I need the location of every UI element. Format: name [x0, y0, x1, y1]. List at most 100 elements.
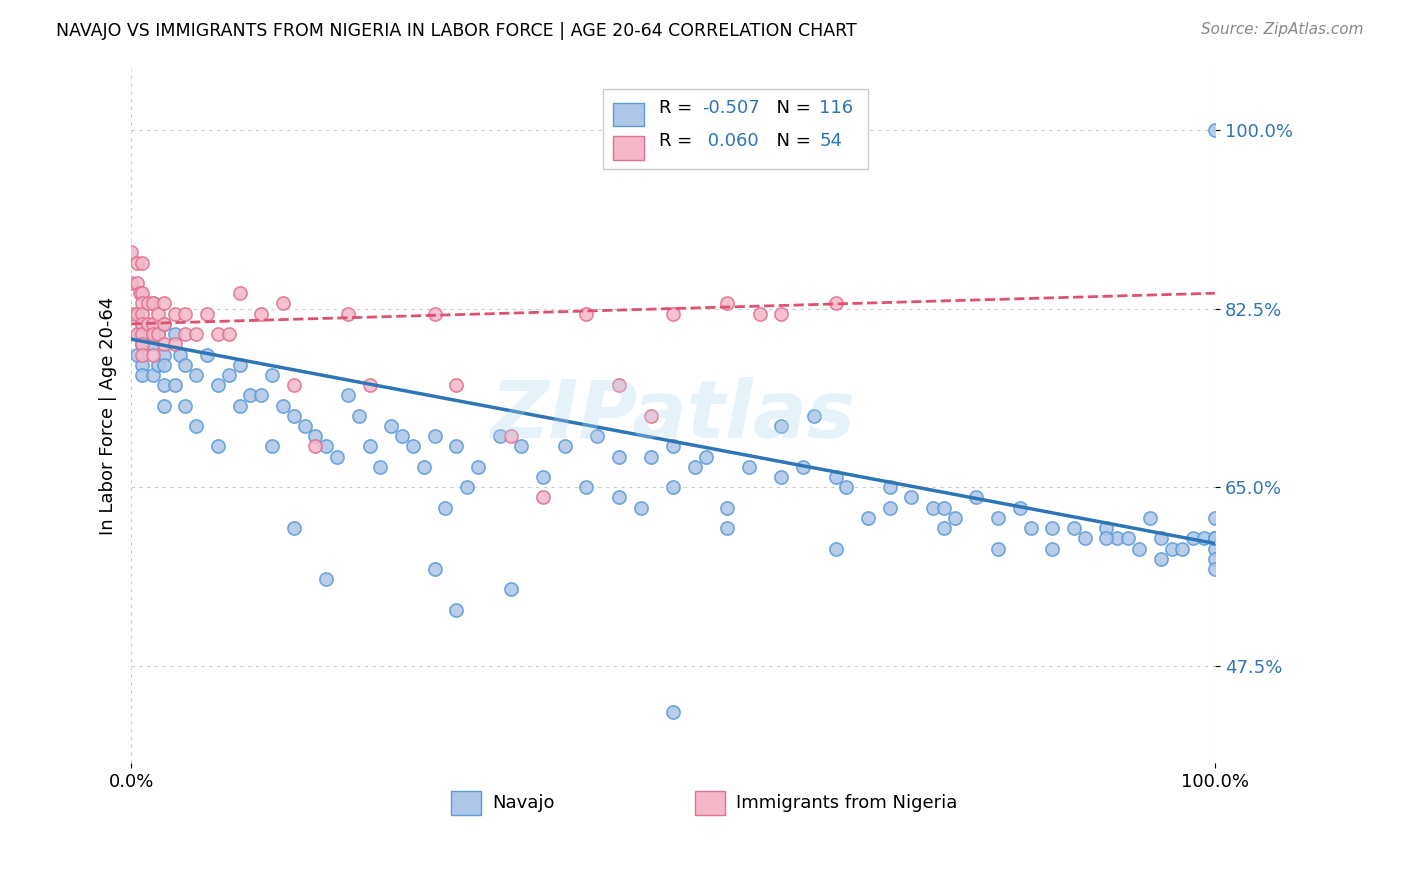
Point [262, 368, 284, 382]
Point [716, 296, 738, 310]
Text: 0.060: 0.060 [703, 132, 759, 151]
Point [531, 491, 554, 505]
Point [336, 388, 359, 402]
Point [467, 459, 489, 474]
Point [148, 327, 170, 342]
Point [125, 255, 148, 269]
Point [120, 276, 142, 290]
Point [186, 419, 208, 434]
Point [987, 511, 1010, 525]
Point [131, 358, 153, 372]
Point [207, 439, 229, 453]
Point [142, 368, 165, 382]
Text: R =: R = [659, 99, 697, 117]
Point [1192, 532, 1215, 546]
Point [148, 358, 170, 372]
Point [125, 307, 148, 321]
Point [575, 480, 598, 494]
Point [152, 296, 174, 310]
Point [402, 439, 425, 453]
Point [186, 368, 208, 382]
Point [131, 317, 153, 331]
Point [152, 399, 174, 413]
Point [824, 541, 846, 556]
Point [152, 337, 174, 351]
Point [1204, 123, 1226, 137]
Point [607, 450, 630, 464]
Point [207, 378, 229, 392]
Point [163, 378, 186, 392]
Point [142, 327, 165, 342]
Text: ZIPatlas: ZIPatlas [491, 376, 856, 455]
Point [879, 480, 901, 494]
Point [1160, 541, 1182, 556]
Point [770, 307, 793, 321]
Point [315, 439, 337, 453]
Point [152, 317, 174, 331]
Point [716, 521, 738, 535]
Point [1040, 541, 1063, 556]
Text: R =: R = [659, 132, 697, 151]
Point [239, 388, 262, 402]
Point [510, 439, 533, 453]
Point [142, 337, 165, 351]
Point [142, 296, 165, 310]
Point [748, 307, 770, 321]
Point [412, 459, 434, 474]
Point [163, 337, 186, 351]
Text: -0.507: -0.507 [703, 99, 761, 117]
Point [271, 399, 294, 413]
Point [125, 327, 148, 342]
Point [1019, 521, 1042, 535]
Point [488, 429, 510, 443]
Point [554, 439, 576, 453]
Point [1204, 532, 1226, 546]
Point [370, 459, 392, 474]
Point [228, 286, 250, 301]
FancyBboxPatch shape [603, 89, 868, 169]
Point [283, 409, 305, 423]
Point [683, 459, 706, 474]
Point [792, 459, 814, 474]
Point [152, 317, 174, 331]
Point [738, 459, 761, 474]
Point [824, 470, 846, 484]
Point [131, 255, 153, 269]
FancyBboxPatch shape [695, 791, 725, 815]
Point [163, 327, 186, 342]
Point [207, 327, 229, 342]
Point [228, 358, 250, 372]
Point [456, 480, 478, 494]
Point [423, 562, 446, 576]
Point [391, 429, 413, 443]
Point [283, 378, 305, 392]
Point [1074, 532, 1097, 546]
Point [250, 388, 273, 402]
Point [336, 307, 359, 321]
Point [640, 409, 662, 423]
Point [987, 541, 1010, 556]
Point [1040, 521, 1063, 535]
Point [446, 439, 468, 453]
Point [195, 347, 218, 361]
Y-axis label: In Labor Force | Age 20-64: In Labor Force | Age 20-64 [100, 297, 117, 535]
Point [228, 399, 250, 413]
Point [695, 450, 717, 464]
Point [142, 317, 165, 331]
Text: 116: 116 [820, 99, 853, 117]
Point [1182, 532, 1205, 546]
Point [824, 296, 846, 310]
Text: Navajo: Navajo [492, 795, 554, 813]
Point [271, 296, 294, 310]
Point [125, 276, 148, 290]
Point [662, 480, 685, 494]
Point [131, 296, 153, 310]
Text: 54: 54 [820, 132, 842, 151]
Point [218, 368, 240, 382]
Point [1150, 532, 1173, 546]
Point [304, 439, 326, 453]
Point [423, 429, 446, 443]
FancyBboxPatch shape [613, 136, 644, 160]
Text: NAVAJO VS IMMIGRANTS FROM NIGERIA IN LABOR FORCE | AGE 20-64 CORRELATION CHART: NAVAJO VS IMMIGRANTS FROM NIGERIA IN LAB… [56, 22, 858, 40]
Point [607, 491, 630, 505]
